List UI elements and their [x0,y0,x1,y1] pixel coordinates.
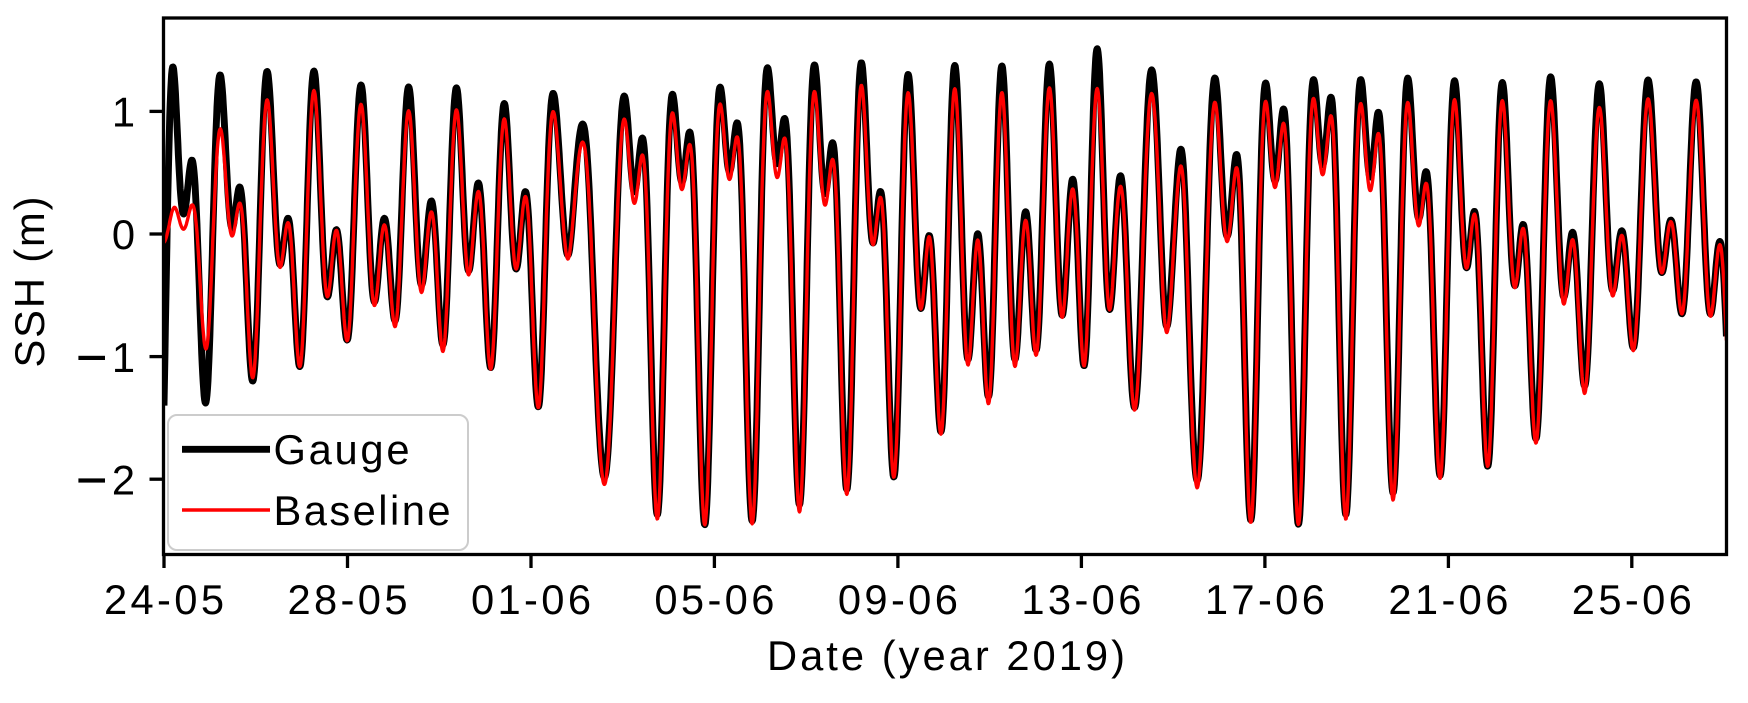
svg-text:13-06: 13-06 [1021,576,1141,623]
svg-text:SSH (m): SSH (m) [6,197,53,368]
svg-text:24-05: 24-05 [104,576,224,623]
svg-text:28-05: 28-05 [288,576,408,623]
svg-text:01-06: 01-06 [471,576,591,623]
svg-text:1: 1 [112,89,135,136]
svg-text:05-06: 05-06 [654,576,774,623]
svg-text:0: 0 [112,211,135,258]
svg-text:21-06: 21-06 [1388,576,1508,623]
svg-text:Gauge: Gauge [274,426,410,473]
svg-text:Baseline: Baseline [274,487,451,534]
svg-text:Date (year 2019): Date (year 2019) [767,632,1125,679]
svg-text:25-06: 25-06 [1572,576,1692,623]
svg-text:09-06: 09-06 [838,576,958,623]
svg-text:1: 1 [112,334,135,381]
svg-text:17-06: 17-06 [1205,576,1325,623]
svg-text:2: 2 [112,456,135,503]
